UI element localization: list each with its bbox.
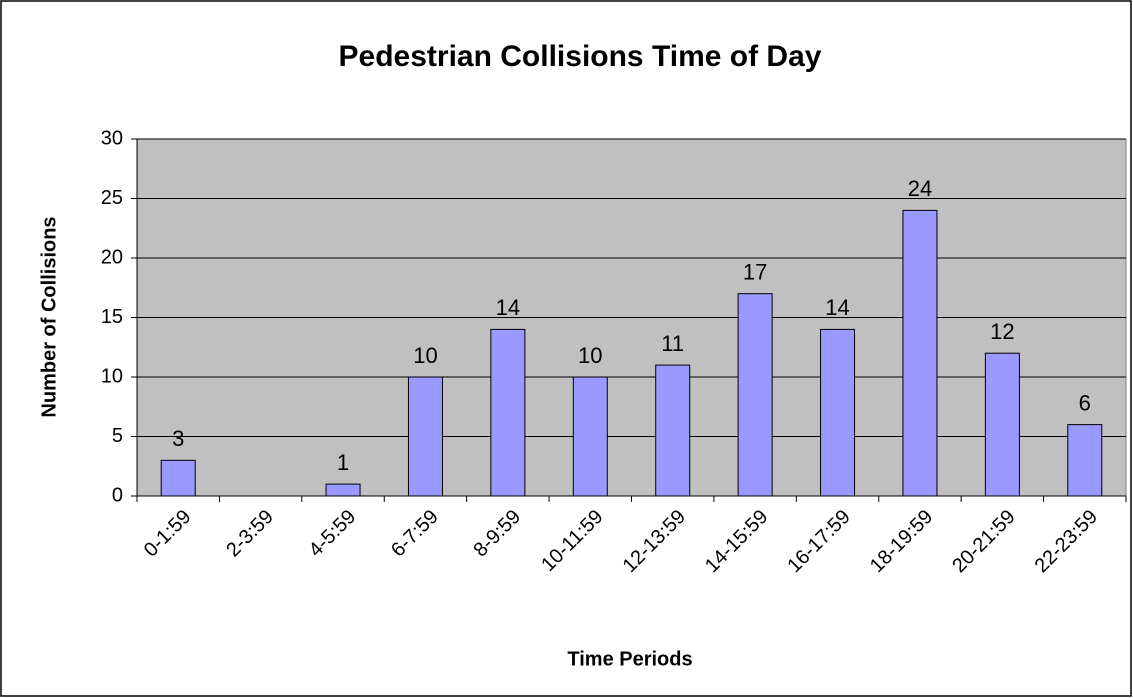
data-label: 14	[825, 295, 849, 320]
data-label: 10	[578, 343, 602, 368]
data-label: 24	[908, 176, 932, 201]
bar	[655, 364, 691, 497]
bar	[984, 352, 1020, 497]
x-axis-label: Time Periods	[567, 648, 692, 670]
y-tick-label: 0	[112, 484, 123, 506]
data-label: 14	[496, 295, 520, 320]
data-label: 1	[337, 450, 349, 475]
bar	[902, 209, 938, 497]
y-tick-label: 15	[101, 306, 123, 328]
data-label: 11	[661, 331, 684, 356]
y-tick-label: 5	[112, 425, 123, 447]
y-tick-label: 30	[101, 127, 123, 149]
bar	[325, 483, 361, 497]
y-tick-label: 10	[101, 365, 123, 387]
bar	[160, 459, 196, 497]
y-axis-label: Number of Collisions	[38, 216, 60, 417]
y-tick-label: 25	[101, 187, 123, 209]
data-label: 10	[413, 343, 437, 368]
bar	[490, 328, 526, 497]
data-label: 3	[172, 426, 184, 451]
bar	[820, 328, 856, 497]
data-label: 6	[1079, 390, 1091, 415]
y-tick-label: 20	[101, 246, 123, 268]
data-label: 17	[743, 260, 767, 285]
bar	[572, 376, 608, 497]
bar	[737, 293, 773, 497]
chart-title: Pedestrian Collisions Time of Day	[339, 40, 822, 73]
bar	[1067, 424, 1103, 497]
bar	[407, 376, 443, 497]
data-label: 12	[990, 319, 1014, 344]
